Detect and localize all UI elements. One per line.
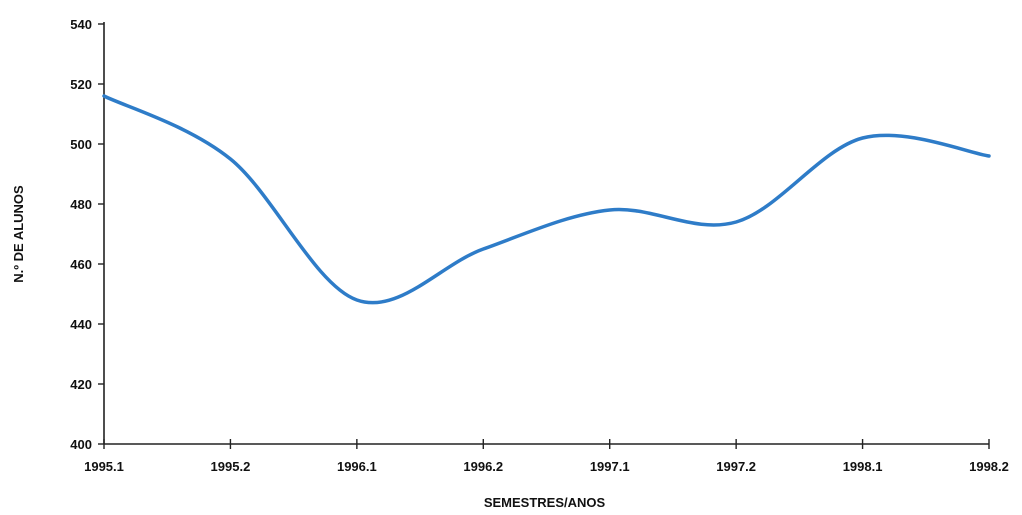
x-tick-label: 1997.1 bbox=[590, 459, 630, 474]
y-tick-label: 480 bbox=[70, 197, 92, 212]
y-axis-title: N.º DE ALUNOS bbox=[11, 185, 26, 283]
x-axis-ticks: 1995.1 1995.2 1996.1 1996.2 1997.1 1997.2 1998… bbox=[84, 439, 1009, 474]
x-tick-label: 1995.1 bbox=[84, 459, 124, 474]
y-axis-ticks: 400 420 440 460 480 500 520 540 bbox=[70, 17, 104, 452]
series-line bbox=[102, 94, 991, 305]
x-tick-label: 1998.2 bbox=[969, 459, 1009, 474]
y-tick-label: 460 bbox=[70, 257, 92, 272]
y-tick-label: 420 bbox=[70, 377, 92, 392]
y-tick-label: 400 bbox=[70, 437, 92, 452]
x-axis-title: SEMESTRES/ANOS bbox=[484, 495, 606, 510]
y-tick-label: 540 bbox=[70, 17, 92, 32]
y-tick-label: 440 bbox=[70, 317, 92, 332]
x-tick-label: 1996.1 bbox=[337, 459, 377, 474]
x-tick-label: 1998.1 bbox=[843, 459, 883, 474]
x-tick-label: 1997.2 bbox=[716, 459, 756, 474]
y-tick-label: 500 bbox=[70, 137, 92, 152]
y-tick-label: 520 bbox=[70, 77, 92, 92]
x-tick-label: 1995.2 bbox=[211, 459, 251, 474]
x-tick-label: 1996.2 bbox=[463, 459, 503, 474]
series-group bbox=[102, 94, 991, 305]
